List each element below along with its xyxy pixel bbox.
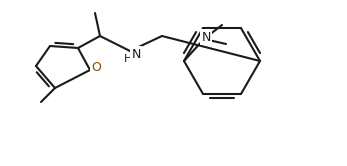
Text: H: H [124,54,132,64]
Text: N: N [131,47,141,60]
Text: O: O [91,60,101,74]
Text: N: N [201,31,211,43]
